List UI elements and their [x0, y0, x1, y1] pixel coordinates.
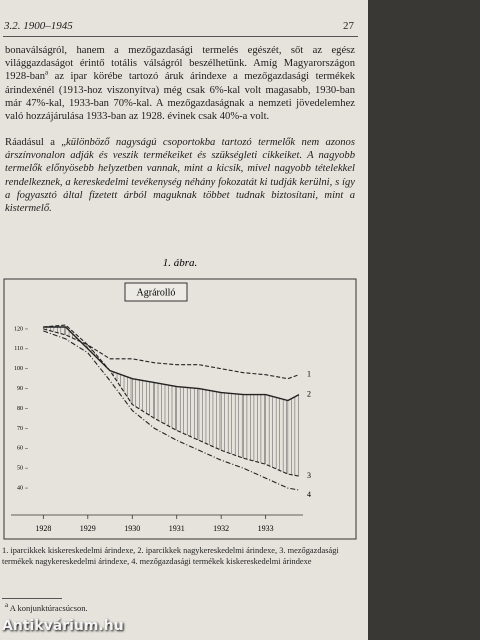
- footnote-ref: a: [45, 68, 49, 77]
- quote: különböző nagyságú csoportokba tartozó t…: [5, 137, 355, 215]
- title-box: [124, 282, 188, 302]
- x-tick-label: 1933: [258, 524, 274, 533]
- chart-frame: [3, 278, 357, 540]
- footnote-rule: [2, 598, 62, 599]
- chart-title: Agrárolló: [137, 287, 176, 298]
- y-tick-label: 70: [17, 426, 23, 432]
- paragraph: Ráadásul a „különböző nagyságú csoportok…: [5, 136, 355, 215]
- y-tick-label: 90: [17, 386, 23, 392]
- x-tick-label: 1932: [213, 524, 229, 533]
- series-label: 1: [307, 370, 311, 379]
- footnote-mark: a: [5, 601, 9, 610]
- y-tick-label: 100: [14, 366, 23, 372]
- text: bonaválságról, hanem a mezőgazdasági ter…: [5, 45, 355, 83]
- header-rule: [3, 36, 358, 37]
- series-label: 4: [307, 490, 311, 499]
- x-tick-label: 1929: [80, 524, 96, 533]
- footnote: a A konjunktúracsúcson.: [5, 601, 88, 613]
- series-label: 2: [307, 389, 311, 398]
- paragraph: bonaválságról, hanem a mezőgazdasági ter…: [5, 44, 355, 123]
- y-tick-label: 80: [17, 406, 23, 412]
- y-tick-label: 50: [17, 466, 23, 472]
- figure-caption: 1. iparcikkek kiskereskedelmi árindexe, …: [2, 546, 339, 566]
- series-label: 3: [307, 471, 311, 480]
- y-tick-label: 40: [17, 485, 23, 491]
- watermark: Antikvárium.hu: [2, 618, 124, 634]
- series-line: [43, 330, 300, 491]
- x-tick-label: 1930: [124, 524, 140, 533]
- series-line: [43, 324, 300, 380]
- running-head: 3.2. 1900–1945: [4, 20, 73, 32]
- text: Ráadásul a „: [5, 137, 66, 148]
- series-line: [43, 326, 300, 402]
- y-tick-label: 60: [17, 446, 23, 452]
- text: az ipar körébe tartozó áruk árindexe a m…: [5, 71, 355, 123]
- x-tick-label: 1928: [35, 524, 51, 533]
- footnote-text: A konjunktúracsúcson.: [9, 603, 88, 613]
- figure-label: 1. ábra.: [162, 257, 198, 269]
- page-number: 27: [343, 20, 354, 32]
- series-line: [43, 328, 300, 477]
- book-page: 3.2. 1900–1945 27 bonaválságról, hanem a…: [0, 0, 368, 640]
- y-tick-label: 110: [14, 346, 23, 352]
- chart: Agrárolló 40 50 60 70 80 90 100 110 120 1928 1929 1…: [3, 278, 357, 540]
- x-tick-label: 1931: [169, 524, 185, 533]
- y-tick-label: 120: [14, 326, 23, 332]
